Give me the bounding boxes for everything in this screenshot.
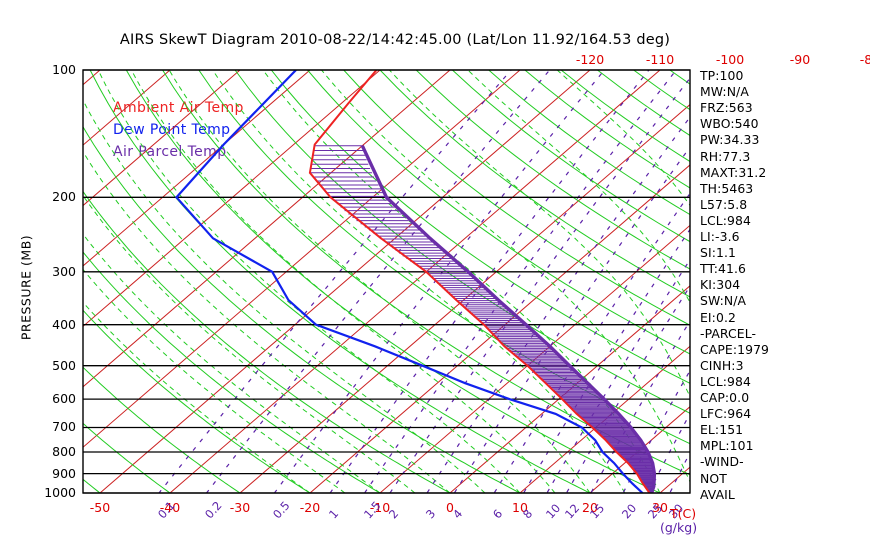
sounding-index-14: SW:N/A (700, 293, 747, 309)
sounding-index-15: EI:0.2 (700, 309, 736, 325)
sounding-index-22: EL:151 (700, 422, 744, 438)
top-temp-tick: -120 (575, 52, 605, 67)
page-title: AIRS SkewT Diagram 2010-08-22/14:42:45.0… (119, 32, 671, 48)
mixing-ratio-unit-label: (g/kg) (660, 520, 698, 535)
pressure-tick: 500 (52, 357, 76, 373)
pressure-tick: 900 (52, 465, 76, 481)
sounding-index-0: TP:100 (700, 68, 744, 83)
top-temp-tick: -110 (645, 52, 675, 67)
sounding-index-7: TH:5463 (700, 180, 754, 196)
bottom-temp-tick: 10 (512, 500, 528, 515)
pressure-tick: 400 (52, 316, 76, 332)
sounding-index-18: CINH:3 (700, 357, 744, 373)
top-temp-tick: -100 (715, 52, 745, 67)
legend-dew-point-temp: Dew Point Temp (113, 122, 231, 138)
sounding-index-20: CAP:0.0 (700, 390, 750, 405)
sounding-index-9: LCL:984 (700, 212, 751, 228)
legend-air-parcel-temp: Air Parcel Temp (113, 144, 227, 160)
sounding-index-10: LI:-3.6 (700, 229, 740, 244)
pressure-tick: 600 (52, 391, 76, 407)
bottom-temp-tick: 0 (446, 500, 454, 515)
sounding-index-21: LFC:964 (700, 406, 752, 422)
sounding-index-17: CAPE:1979 (700, 341, 770, 357)
sounding-index-26: AVAIL (700, 486, 735, 502)
sounding-index-1: MW:N/A (700, 84, 749, 100)
sounding-index-8: L57:5.8 (700, 196, 748, 212)
bottom-temp-tick: 30 (652, 500, 668, 515)
bottom-temp-tick: -50 (89, 500, 111, 515)
bottom-temp-tick: -10 (369, 500, 391, 515)
sounding-index-3: WBO:540 (700, 116, 759, 132)
pressure-tick: 1000 (44, 485, 76, 500)
y-axis-label: PRESSURE (MB) (18, 234, 34, 341)
pressure-tick: 800 (52, 444, 76, 459)
sounding-index-6: MAXT:31.2 (700, 164, 767, 180)
bottom-temp-tick: -30 (229, 500, 251, 515)
sounding-index-5: RH:77.3 (700, 148, 751, 164)
sounding-index-2: FRZ:563 (700, 100, 753, 116)
sounding-index-16: -PARCEL- (700, 325, 757, 341)
sounding-index-11: SI:1.1 (700, 245, 736, 261)
pressure-tick: 700 (52, 419, 76, 435)
bottom-temp-tick: -20 (299, 500, 321, 515)
temperature-axis-unit-label: T(C) (670, 506, 697, 521)
top-temp-tick: -90 (789, 52, 811, 67)
top-temp-tick: -80 (859, 52, 870, 67)
sounding-index-4: PW:34.33 (700, 132, 760, 148)
sounding-index-19: LCL:984 (700, 373, 751, 389)
bottom-temp-tick: -40 (159, 500, 181, 515)
sounding-index-13: KI:304 (700, 277, 741, 293)
sounding-index-23: MPL:101 (700, 438, 754, 454)
pressure-tick: 200 (52, 189, 76, 205)
sounding-index-24: -WIND- (700, 454, 744, 470)
pressure-tick: 300 (52, 263, 76, 279)
legend-ambient-air-temp: Ambient Air Temp (113, 100, 244, 116)
pressure-tick: 100 (52, 62, 76, 77)
sounding-index-25: NOT (700, 470, 727, 486)
bottom-temp-tick: 20 (582, 500, 598, 515)
sounding-index-12: TT:41.6 (700, 261, 747, 277)
